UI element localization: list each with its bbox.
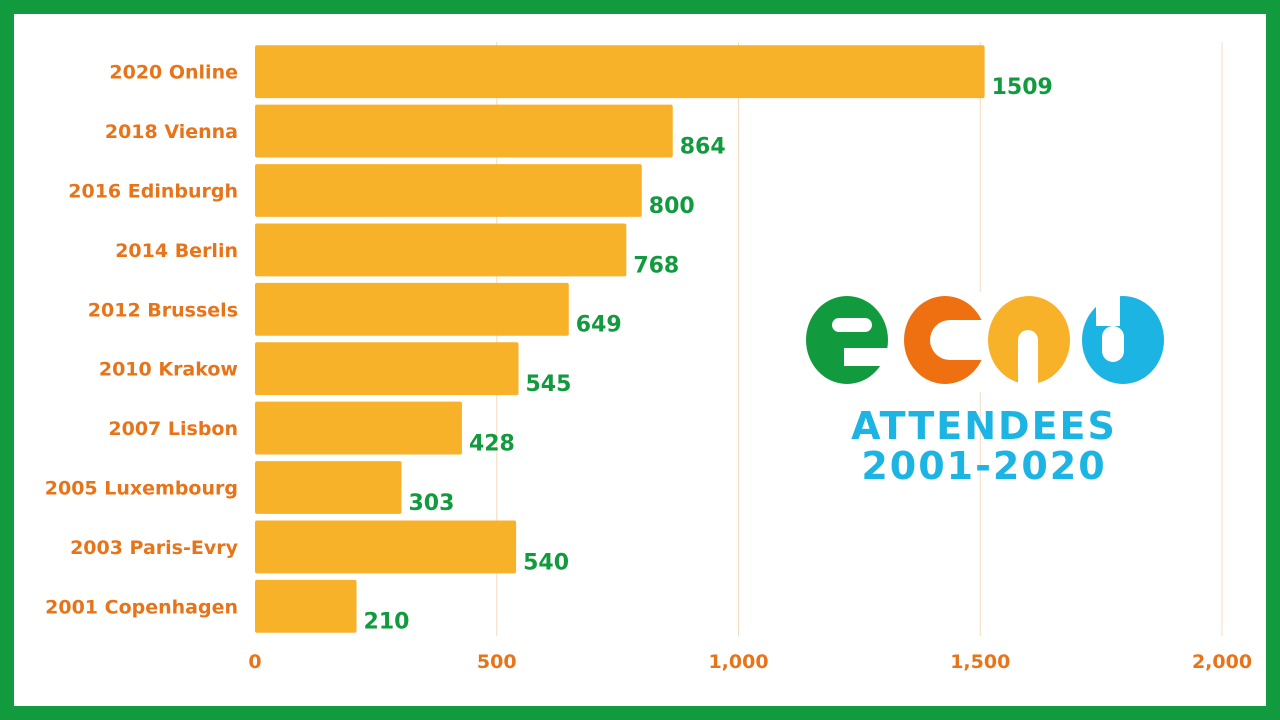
value-label: 428 — [469, 432, 515, 457]
logo-title-attendees: ATTENDEES — [851, 404, 1117, 448]
bar — [255, 401, 462, 455]
category-label: 2003 Paris-Evry — [70, 537, 239, 559]
bar — [255, 223, 627, 277]
ecrd-logo: ATTENDEES 2001-2020 — [792, 292, 1176, 492]
labels: 0 500 1,000 1,500 2,000 2020 Online 1509 2018 V… — [45, 62, 1252, 673]
x-tick-label: 2,000 — [1192, 651, 1252, 673]
bar — [255, 579, 357, 633]
bar — [255, 342, 519, 396]
value-label: 540 — [523, 550, 569, 575]
value-label: 1509 — [992, 75, 1053, 100]
bar — [255, 164, 642, 217]
logo-title-years: 2001-2020 — [861, 444, 1107, 488]
value-label: 649 — [576, 313, 622, 338]
logo-letter-r — [988, 296, 1070, 386]
bar — [255, 282, 569, 336]
logo-letter-e — [806, 296, 888, 384]
value-label: 800 — [649, 194, 695, 219]
x-tick-label: 1,500 — [950, 651, 1010, 673]
bars — [255, 45, 985, 633]
category-label: 2010 Krakow — [99, 359, 238, 381]
category-label: 2016 Edinburgh — [68, 181, 238, 203]
category-label: 2007 Lisbon — [108, 418, 238, 440]
bar — [255, 45, 985, 99]
category-label: 2001 Copenhagen — [45, 596, 238, 618]
category-label: 2014 Berlin — [115, 240, 238, 262]
logo-letter-c — [904, 296, 986, 384]
bar — [255, 461, 402, 514]
value-label: 545 — [526, 372, 572, 397]
value-label: 210 — [364, 610, 410, 635]
category-label: 2012 Brussels — [88, 299, 238, 321]
category-label: 2020 Online — [109, 62, 238, 84]
x-tick-label: 0 — [248, 651, 261, 673]
value-label: 303 — [409, 491, 455, 516]
category-label: 2018 Vienna — [105, 121, 238, 143]
bar — [255, 104, 673, 158]
value-label: 864 — [680, 135, 726, 160]
value-label: 768 — [633, 253, 679, 278]
x-tick-label: 1,000 — [708, 651, 768, 673]
logo-letters — [792, 292, 1176, 392]
category-label: 2005 Luxembourg — [45, 478, 238, 500]
bar — [255, 520, 517, 574]
logo-letter-d — [1082, 292, 1164, 384]
x-tick-label: 500 — [477, 651, 517, 673]
